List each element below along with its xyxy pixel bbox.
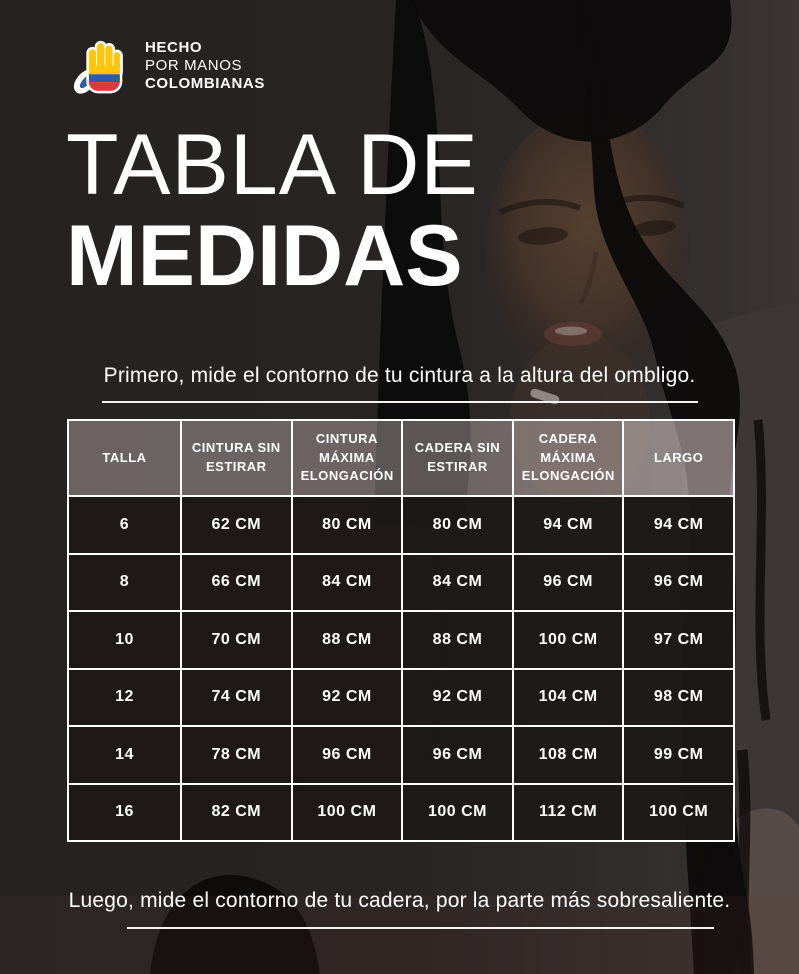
divider-line-bottom — [127, 927, 714, 929]
logo-line-1: HECHO — [145, 39, 203, 56]
column-header-cadera-sin-estirar: CADERA SIN ESTIRAR — [401, 419, 514, 497]
table-cell: 96 CM — [290, 725, 404, 785]
brand-logo-text: HECHO POR MANOS COLOMBIANAS — [145, 39, 265, 93]
column-header-talla: TALLA — [67, 419, 182, 497]
table-cell: 94 CM — [511, 495, 625, 555]
table-cell: 6 — [67, 495, 182, 555]
column-header-cintura-maxima-elongacion: CINTURA MÁXIMA ELONGACIÓN — [290, 419, 404, 497]
table-cell: 62 CM — [180, 495, 293, 555]
table-row-size-16: 16 82 CM 100 CM 100 CM 112 CM 100 CM — [67, 782, 735, 842]
table-cell: 104 CM — [511, 667, 625, 727]
table-cell: 96 CM — [511, 552, 625, 612]
column-header-cintura-sin-estirar: CINTURA SIN ESTIRAR — [180, 419, 293, 497]
table-cell: 66 CM — [180, 552, 293, 612]
page-title: TABLA DE MEDIDAS — [66, 118, 479, 300]
table-cell: 108 CM — [511, 725, 625, 785]
hip-instruction: Luego, mide el contorno de tu cadera, po… — [68, 889, 731, 912]
table-cell: 82 CM — [180, 782, 293, 842]
table-row-size-10: 10 70 CM 88 CM 88 CM 100 CM 97 CM — [67, 610, 735, 670]
table-cell: 88 CM — [290, 610, 404, 670]
model-face — [486, 110, 690, 386]
table-cell: 99 CM — [622, 725, 735, 785]
table-cell: 96 CM — [401, 725, 514, 785]
table-cell: 10 — [67, 610, 182, 670]
waist-instruction: Primero, mide el contorno de tu cintura … — [103, 364, 696, 387]
table-cell: 16 — [67, 782, 182, 842]
table-cell: 84 CM — [290, 552, 404, 612]
table-cell: 78 CM — [180, 725, 293, 785]
table-cell: 100 CM — [511, 610, 625, 670]
table-cell: 97 CM — [622, 610, 735, 670]
table-cell: 112 CM — [511, 782, 625, 842]
table-cell: 84 CM — [401, 552, 514, 612]
brand-logo: HECHO POR MANOS COLOMBIANAS — [70, 33, 265, 99]
model-facial-features — [498, 194, 686, 346]
table-cell: 74 CM — [180, 667, 293, 727]
column-header-cadera-maxima-elongacion: CADERA MÁXIMA ELONGACIÓN — [511, 419, 625, 497]
table-cell: 96 CM — [622, 552, 735, 612]
table-cell: 70 CM — [180, 610, 293, 670]
table-cell: 92 CM — [290, 667, 404, 727]
logo-line-3: COLOMBIANAS — [145, 75, 265, 92]
table-row-size-14: 14 78 CM 96 CM 96 CM 108 CM 99 CM — [67, 725, 735, 785]
table-row-size-6: 6 62 CM 80 CM 80 CM 94 CM 94 CM — [67, 495, 735, 555]
page-title-line-2: MEDIDAS — [66, 207, 463, 304]
colombian-hand-icon — [70, 33, 132, 99]
table-cell: 100 CM — [290, 782, 404, 842]
table-cell: 100 CM — [401, 782, 514, 842]
table-cell: 80 CM — [401, 495, 514, 555]
divider-line-top — [102, 401, 698, 403]
table-cell: 8 — [67, 552, 182, 612]
model-choker — [530, 388, 560, 405]
table-cell: 92 CM — [401, 667, 514, 727]
table-row-size-8: 8 66 CM 84 CM 84 CM 96 CM 96 CM — [67, 552, 735, 612]
logo-line-2: POR MANOS — [145, 57, 243, 74]
table-cell: 100 CM — [622, 782, 735, 842]
size-measurements-table: TALLA CINTURA SIN ESTIRAR CINTURA MÁXIMA… — [67, 419, 735, 842]
table-header-row: TALLA CINTURA SIN ESTIRAR CINTURA MÁXIMA… — [67, 419, 735, 497]
table-row-size-12: 12 74 CM 92 CM 92 CM 104 CM 98 CM — [67, 667, 735, 727]
floor-tint — [0, 896, 799, 974]
page-title-line-1: TABLA DE — [66, 117, 479, 213]
table-cell: 94 CM — [622, 495, 735, 555]
table-cell: 80 CM — [290, 495, 404, 555]
table-cell: 14 — [67, 725, 182, 785]
column-header-largo: LARGO — [622, 419, 735, 497]
table-cell: 98 CM — [622, 667, 735, 727]
table-cell: 12 — [67, 667, 182, 727]
table-cell: 88 CM — [401, 610, 514, 670]
